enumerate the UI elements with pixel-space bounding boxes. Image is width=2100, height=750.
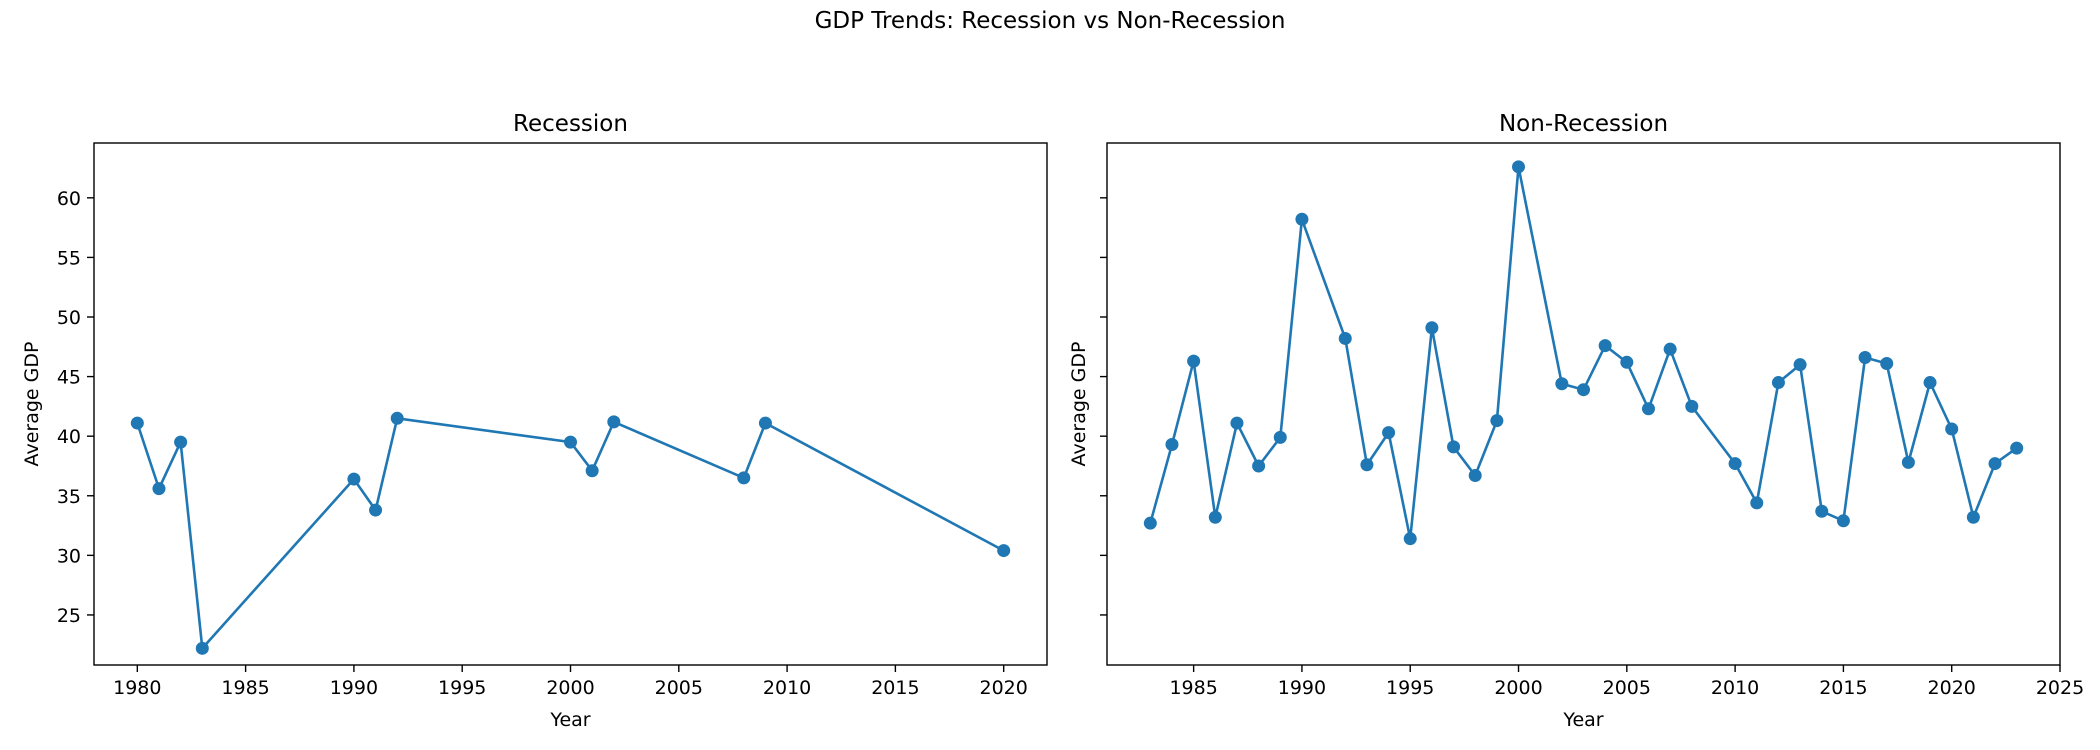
data-point <box>1728 457 1742 471</box>
data-point <box>1966 510 1980 524</box>
y-tick-label: 35 <box>57 486 81 508</box>
data-point <box>1295 212 1309 226</box>
data-point <box>1187 354 1201 368</box>
x-axis-label: Year <box>1562 709 1603 731</box>
data-point <box>737 471 751 485</box>
data-point <box>1273 430 1287 444</box>
data-point <box>1901 455 1915 469</box>
data-point <box>152 482 166 496</box>
data-point <box>195 641 209 655</box>
y-tick-label: 40 <box>57 426 81 448</box>
panel-recession: Recession 1980 1985 1990 1995 2000 2005 2010 201… <box>21 111 1048 731</box>
panel-title: Non-Recession <box>1499 111 1668 137</box>
panel-non-recession: Non-Recession 1985 1990 1995 2000 2005 2010 201… <box>1068 111 2084 731</box>
data-point <box>1663 342 1677 356</box>
series-line <box>1149 166 2018 539</box>
panel-title: Recession <box>513 111 628 137</box>
data-point <box>1771 376 1785 390</box>
x-tick-label: 2010 <box>763 677 811 699</box>
data-point <box>564 435 577 449</box>
data-point <box>369 503 383 517</box>
data-point <box>1208 510 1222 524</box>
y-axis-label: Average GDP <box>1068 342 1090 467</box>
x-tick-label: 2020 <box>980 677 1028 699</box>
y-tick-label: 45 <box>57 367 81 389</box>
data-point <box>1577 383 1590 397</box>
data-point <box>1512 160 1526 174</box>
x-tick-label: 1985 <box>221 677 269 699</box>
x-tick-label: 2010 <box>1711 677 1759 699</box>
y-tick-label: 55 <box>57 247 81 269</box>
x-tick-label: 2020 <box>1928 677 1976 699</box>
data-point <box>1338 331 1352 345</box>
data-point <box>1252 459 1266 473</box>
data-point <box>390 411 404 425</box>
y-tick-label: 30 <box>57 545 81 567</box>
data-point <box>1447 440 1461 454</box>
x-tick-label: 1980 <box>113 677 161 699</box>
plot-frame <box>1106 142 2061 666</box>
data-point <box>1793 358 1807 372</box>
y-tick-label: 60 <box>57 188 81 210</box>
data-point <box>1230 416 1244 430</box>
data-point <box>1988 457 2002 471</box>
x-tick-label: 2005 <box>1603 677 1651 699</box>
y-axis-label: Average GDP <box>21 342 43 467</box>
data-point <box>1815 504 1829 518</box>
data-point <box>1858 351 1872 365</box>
data-point <box>585 464 599 478</box>
data-point <box>1425 321 1439 335</box>
x-tick-label: 2025 <box>2036 677 2084 699</box>
data-point <box>1165 438 1179 452</box>
data-point <box>1382 426 1396 440</box>
data-point <box>1490 414 1504 428</box>
data-point <box>2010 441 2024 455</box>
data-point <box>347 472 361 486</box>
figure-title: GDP Trends: Recession vs Non-Recession <box>814 8 1286 34</box>
x-tick-label: 1985 <box>1169 677 1217 699</box>
x-tick-label: 2015 <box>1819 677 1867 699</box>
y-tick-label: 25 <box>57 605 81 627</box>
data-point <box>1360 458 1374 472</box>
y-tick-label: 50 <box>57 307 81 329</box>
series-line <box>136 416 1005 652</box>
x-tick-label: 2000 <box>1494 677 1542 699</box>
data-point <box>174 435 188 449</box>
data-point <box>997 544 1011 558</box>
plot-frame <box>93 142 1048 666</box>
x-tick-label: 2000 <box>546 677 594 699</box>
data-point <box>1836 514 1850 528</box>
x-tick-label: 1990 <box>330 677 378 699</box>
data-point <box>1685 399 1699 413</box>
data-point <box>1880 356 1894 370</box>
data-point <box>758 416 772 430</box>
x-axis-label: Year <box>549 709 590 731</box>
data-point <box>1555 377 1569 391</box>
data-point <box>1143 516 1157 530</box>
data-point <box>1598 339 1612 353</box>
x-tick-label: 2005 <box>655 677 703 699</box>
data-point <box>1945 422 1959 436</box>
x-tick-label: 1990 <box>1278 677 1326 699</box>
data-point <box>1620 355 1634 369</box>
data-point <box>130 416 144 430</box>
data-point <box>1468 469 1482 483</box>
data-point <box>1403 532 1417 546</box>
data-point <box>607 415 621 429</box>
x-tick-label: 2015 <box>871 677 919 699</box>
data-point <box>1641 402 1655 416</box>
data-point <box>1750 496 1764 510</box>
x-tick-label: 1995 <box>1386 677 1434 699</box>
data-point <box>1923 376 1937 390</box>
x-tick-label: 1995 <box>438 677 486 699</box>
